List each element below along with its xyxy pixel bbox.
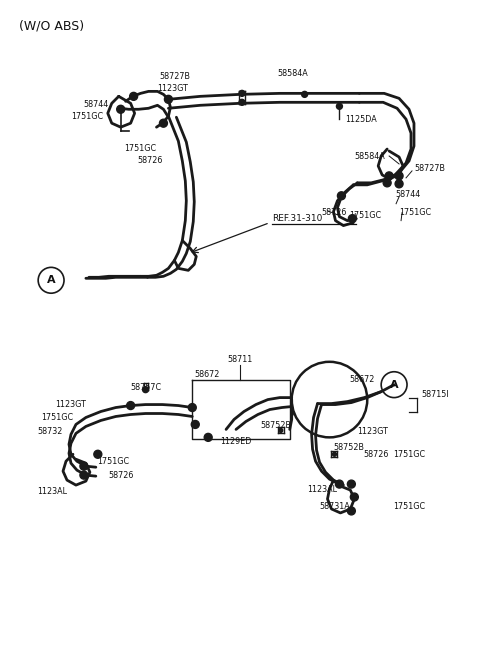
Circle shape <box>279 428 283 432</box>
Text: 58757C: 58757C <box>131 383 162 392</box>
Text: 1751GC: 1751GC <box>393 450 425 459</box>
Text: 58752B: 58752B <box>334 443 364 452</box>
Circle shape <box>80 471 88 479</box>
Text: 1751GC: 1751GC <box>393 503 425 511</box>
Text: 1751GC: 1751GC <box>349 211 382 220</box>
Circle shape <box>143 387 148 393</box>
Text: 58672: 58672 <box>349 375 375 384</box>
Circle shape <box>159 119 168 127</box>
Circle shape <box>383 179 391 187</box>
Text: 58731A: 58731A <box>320 503 350 511</box>
Text: 1125DA: 1125DA <box>346 115 377 124</box>
Text: 1751GC: 1751GC <box>97 457 129 466</box>
Text: 58715I: 58715I <box>421 390 449 399</box>
Circle shape <box>239 99 245 105</box>
Text: 58727B: 58727B <box>159 72 190 81</box>
Text: 58726: 58726 <box>322 208 347 217</box>
Text: (W/O ABS): (W/O ABS) <box>19 20 84 33</box>
Text: 1123GT: 1123GT <box>55 400 86 409</box>
Text: 1751GC: 1751GC <box>399 208 431 217</box>
Text: 1751GC: 1751GC <box>41 413 73 422</box>
Circle shape <box>165 95 172 103</box>
Circle shape <box>385 172 393 180</box>
Circle shape <box>94 450 102 458</box>
Circle shape <box>127 401 134 409</box>
Circle shape <box>192 420 199 428</box>
Circle shape <box>80 463 88 470</box>
Text: 1123AL: 1123AL <box>37 487 67 495</box>
Circle shape <box>204 434 212 442</box>
Circle shape <box>348 507 355 515</box>
Text: A: A <box>47 275 55 285</box>
Text: 58752B: 58752B <box>260 421 291 430</box>
Text: 1129ED: 1129ED <box>220 437 252 446</box>
Circle shape <box>130 93 138 101</box>
Text: 58726: 58726 <box>137 156 162 166</box>
Text: 58672: 58672 <box>194 371 220 379</box>
Circle shape <box>117 105 125 113</box>
Text: 58584A: 58584A <box>278 69 309 78</box>
Circle shape <box>337 192 346 200</box>
Text: A: A <box>390 380 398 390</box>
Circle shape <box>239 91 245 97</box>
Circle shape <box>348 480 355 488</box>
Text: 1123AL: 1123AL <box>308 485 337 493</box>
Text: 58711: 58711 <box>228 355 252 365</box>
Text: 58732: 58732 <box>37 427 62 436</box>
Text: 58744: 58744 <box>395 191 420 199</box>
Circle shape <box>188 403 196 411</box>
Circle shape <box>395 180 403 188</box>
Text: REF.31-310: REF.31-310 <box>272 214 322 223</box>
Text: 1123GT: 1123GT <box>357 427 388 436</box>
Circle shape <box>333 452 336 456</box>
Circle shape <box>301 91 308 97</box>
Text: 1123GT: 1123GT <box>157 84 188 93</box>
Text: 1751GC: 1751GC <box>71 112 103 121</box>
Text: 58726: 58726 <box>363 450 389 459</box>
Circle shape <box>395 172 403 180</box>
Text: 58726: 58726 <box>109 470 134 480</box>
Circle shape <box>336 103 342 109</box>
Text: 58727B: 58727B <box>414 164 445 173</box>
Text: 1751GC: 1751GC <box>124 143 156 152</box>
Circle shape <box>348 215 356 223</box>
Circle shape <box>336 480 343 488</box>
Circle shape <box>350 493 358 501</box>
Text: 58584A: 58584A <box>354 152 385 160</box>
Text: 58744: 58744 <box>84 100 109 109</box>
